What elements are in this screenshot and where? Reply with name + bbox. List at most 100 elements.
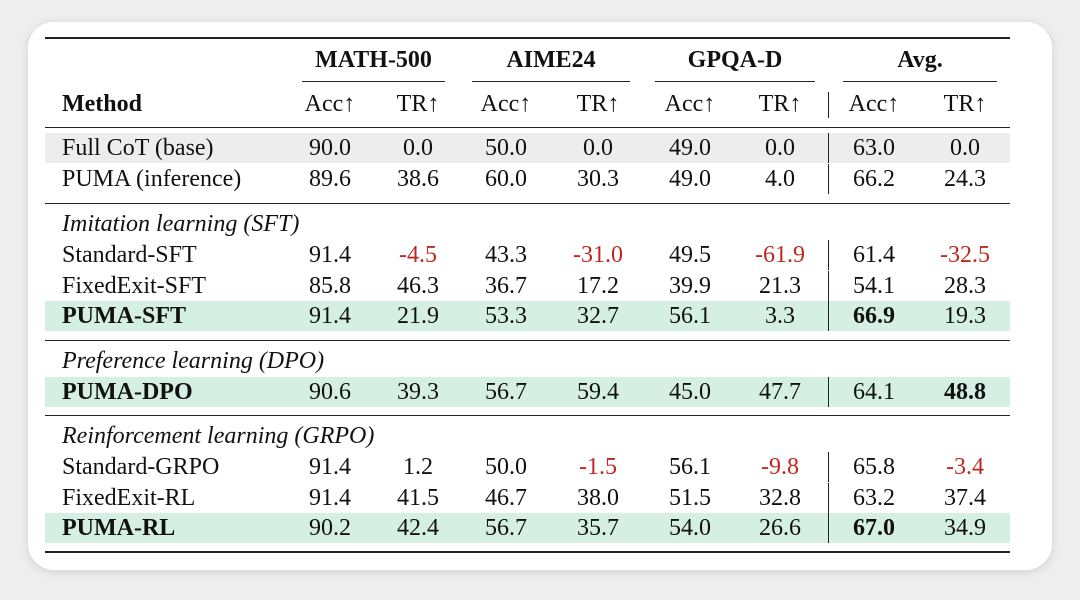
metric-header: TR↑: [396, 91, 440, 117]
cell-value: 39.3: [397, 378, 439, 405]
cell-value: 26.6: [759, 515, 801, 541]
column-divider: [828, 376, 829, 407]
cell-value: 63.0: [853, 135, 895, 161]
cell-value: 64.1: [853, 378, 895, 405]
cell-value: 36.7: [485, 272, 527, 299]
column-divider: [828, 240, 829, 270]
cell-value: -31.0: [573, 242, 623, 268]
cell-value: 50.0: [485, 454, 527, 480]
metric-header: TR↑: [943, 91, 987, 117]
metric-header: Acc↑: [848, 91, 900, 117]
cell-value: 0.0: [403, 135, 433, 161]
method-header: Method: [62, 91, 142, 117]
cell-value: 67.0: [853, 515, 895, 541]
cell-value: 38.6: [397, 166, 439, 192]
cell-value: 21.9: [397, 303, 439, 329]
cell-value: 49.0: [669, 135, 711, 161]
cell-value: 38.0: [577, 484, 619, 511]
section-title: Reinforcement learning (GRPO): [62, 423, 375, 449]
rule: [45, 37, 1010, 39]
cell-value: -1.5: [579, 454, 617, 480]
group-header: Avg.: [897, 47, 943, 73]
rule: [45, 203, 1010, 204]
column-divider: [828, 513, 829, 543]
row-highlight: [45, 513, 1010, 543]
method-name: FixedExit-RL: [62, 484, 196, 511]
column-divider: [828, 301, 829, 331]
rule: [45, 127, 1010, 128]
cell-value: 91.4: [309, 303, 351, 329]
cell-value: 4.0: [765, 166, 795, 192]
cell-value: 30.3: [577, 166, 619, 192]
cell-value: 21.3: [759, 272, 801, 299]
cell-value: 48.8: [944, 378, 986, 405]
group-underline: [843, 81, 997, 82]
group-header: AIME24: [506, 47, 596, 73]
cell-value: 90.0: [309, 135, 351, 161]
cell-value: 91.4: [309, 242, 351, 268]
cell-value: 0.0: [583, 135, 613, 161]
method-name: PUMA-DPO: [62, 378, 193, 405]
cell-value: -61.9: [755, 242, 805, 268]
cell-value: 51.5: [669, 484, 711, 511]
cell-value: 53.3: [485, 303, 527, 329]
cell-value: 47.7: [759, 378, 801, 405]
cell-value: 32.7: [577, 303, 619, 329]
cell-value: 66.9: [853, 303, 895, 329]
cell-value: 39.9: [669, 272, 711, 299]
cell-value: 49.0: [669, 166, 711, 192]
cell-value: 19.3: [944, 303, 986, 329]
cell-value: 54.0: [669, 515, 711, 541]
cell-value: 63.2: [853, 484, 895, 511]
cell-value: 61.4: [853, 242, 895, 268]
cell-value: 56.1: [669, 303, 711, 329]
cell-value: 66.2: [853, 166, 895, 192]
cell-value: 37.4: [944, 484, 986, 511]
metric-header: TR↑: [576, 91, 620, 117]
cell-value: -4.5: [399, 242, 437, 268]
cell-value: 59.4: [577, 378, 619, 405]
method-name: FixedExit-SFT: [62, 272, 207, 299]
column-divider: [828, 164, 829, 194]
cell-value: 35.7: [577, 515, 619, 541]
metric-header: Acc↑: [480, 91, 532, 117]
group-underline: [472, 81, 630, 82]
group-header: GPQA-D: [687, 47, 783, 73]
metric-header: Acc↑: [664, 91, 716, 117]
column-divider: [828, 270, 829, 301]
cell-value: 90.2: [309, 515, 351, 541]
cell-value: 28.3: [944, 272, 986, 299]
cell-value: 34.9: [944, 515, 986, 541]
cell-value: 41.5: [397, 484, 439, 511]
cell-value: -32.5: [940, 242, 990, 268]
cell-value: 32.8: [759, 484, 801, 511]
row-highlight: [45, 133, 1010, 163]
cell-value: -3.4: [946, 454, 984, 480]
method-name: PUMA-RL: [62, 515, 176, 541]
rule: [45, 415, 1010, 416]
method-name: Full CoT (base): [62, 135, 214, 161]
column-divider: [828, 133, 829, 163]
rule: [45, 339, 1010, 341]
group-underline: [302, 81, 445, 82]
group-underline: [655, 81, 815, 82]
cell-value: 56.1: [669, 454, 711, 480]
cell-value: 1.2: [403, 454, 433, 480]
column-divider: [828, 452, 829, 482]
column-divider: [828, 92, 829, 118]
cell-value: 60.0: [485, 166, 527, 192]
row-highlight: [45, 301, 1010, 331]
method-name: PUMA-SFT: [62, 303, 186, 329]
cell-value: 65.8: [853, 454, 895, 480]
cell-value: 91.4: [309, 484, 351, 511]
cell-value: 50.0: [485, 135, 527, 161]
rule: [45, 550, 1010, 553]
cell-value: 56.7: [485, 515, 527, 541]
row-highlight: [45, 376, 1010, 407]
cell-value: 46.3: [397, 272, 439, 299]
method-name: Standard-GRPO: [62, 454, 220, 480]
cell-value: 46.7: [485, 484, 527, 511]
cell-value: 45.0: [669, 378, 711, 405]
